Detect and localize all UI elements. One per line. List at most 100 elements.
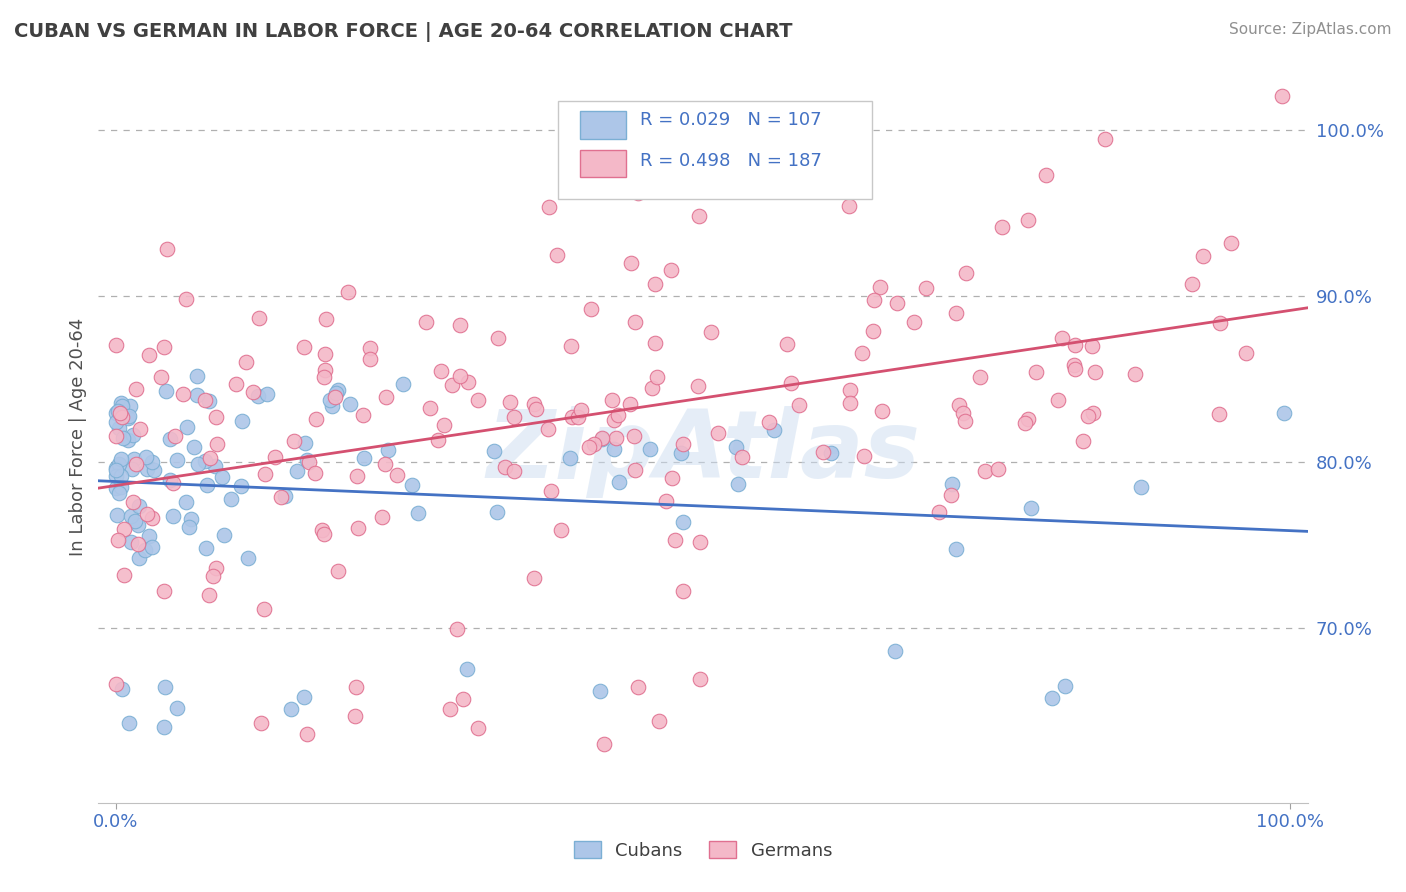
Point (105, 406, 128, 420)
Point (623, 428, 645, 442)
Point (1052, 331, 1074, 345)
Point (1181, 277, 1204, 292)
Point (183, 440, 205, 454)
Point (107, 404, 129, 418)
Point (387, 468, 409, 483)
Point (567, 409, 589, 424)
Point (627, 680, 650, 694)
Point (211, 470, 233, 484)
Point (120, 508, 142, 523)
Point (155, 681, 177, 695)
Point (1208, 407, 1230, 421)
Point (374, 457, 396, 471)
Point (419, 401, 441, 415)
Point (319, 393, 342, 408)
Point (955, 266, 977, 280)
Point (406, 506, 429, 520)
Point (162, 508, 184, 523)
Point (758, 415, 780, 429)
Text: R = 0.498   N = 187: R = 0.498 N = 187 (640, 152, 823, 169)
Point (152, 340, 174, 354)
Point (714, 145, 737, 159)
Point (558, 450, 581, 465)
Point (177, 519, 200, 533)
FancyBboxPatch shape (558, 101, 872, 200)
Point (134, 542, 156, 557)
Point (467, 393, 489, 408)
Point (138, 529, 160, 543)
Point (283, 434, 305, 448)
Point (249, 715, 271, 730)
Point (166, 701, 188, 715)
Point (600, 393, 623, 408)
Point (607, 475, 630, 489)
Point (524, 402, 547, 417)
Point (903, 315, 925, 329)
Point (433, 417, 456, 432)
Point (105, 429, 128, 443)
Point (176, 419, 198, 434)
Point (194, 454, 217, 468)
Point (1191, 249, 1213, 263)
Point (305, 412, 328, 426)
Point (953, 414, 976, 428)
FancyBboxPatch shape (579, 150, 626, 178)
Point (499, 395, 522, 409)
Point (583, 437, 606, 451)
Point (627, 186, 650, 201)
Text: R = 0.029   N = 107: R = 0.029 N = 107 (640, 112, 821, 129)
Point (153, 720, 176, 734)
Point (124, 514, 146, 528)
Point (623, 462, 645, 476)
Point (1234, 346, 1257, 360)
Point (127, 517, 149, 532)
Point (186, 368, 208, 383)
Point (142, 463, 165, 477)
FancyBboxPatch shape (579, 111, 626, 138)
Point (153, 584, 176, 599)
Point (884, 643, 907, 657)
Point (862, 324, 884, 338)
Point (723, 115, 745, 129)
Point (121, 462, 143, 476)
Point (337, 285, 360, 299)
Point (853, 449, 876, 463)
Point (353, 450, 375, 465)
Point (162, 475, 184, 490)
Point (485, 505, 508, 519)
Point (581, 301, 603, 316)
Point (415, 315, 437, 329)
Point (141, 540, 163, 554)
Point (589, 684, 612, 698)
Point (869, 280, 891, 294)
Point (124, 382, 146, 396)
Point (311, 523, 333, 537)
Point (274, 489, 297, 503)
Point (118, 715, 141, 730)
Point (294, 436, 316, 450)
Point (129, 422, 152, 436)
Legend: Cubans, Germans: Cubans, Germans (567, 834, 839, 867)
Point (105, 481, 128, 495)
Point (326, 564, 349, 578)
Point (165, 428, 187, 442)
Point (238, 550, 260, 565)
Point (174, 293, 197, 307)
Point (105, 460, 128, 475)
Point (644, 277, 666, 292)
Point (523, 397, 546, 411)
Point (606, 409, 628, 423)
Point (440, 378, 463, 392)
Point (672, 515, 695, 529)
Point (762, 423, 785, 437)
Point (201, 569, 224, 583)
Point (212, 527, 235, 541)
Text: Source: ZipAtlas.com: Source: ZipAtlas.com (1229, 22, 1392, 37)
Point (326, 383, 349, 397)
Point (671, 172, 693, 186)
Point (135, 450, 157, 464)
Point (941, 476, 963, 491)
Point (664, 533, 686, 547)
Point (787, 398, 810, 412)
Point (120, 535, 142, 549)
